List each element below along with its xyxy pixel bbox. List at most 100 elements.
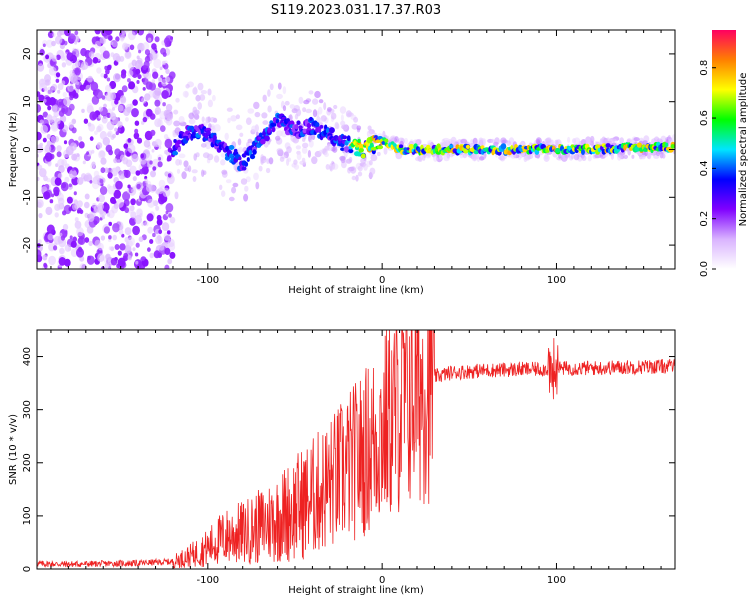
heatmap-cell: [158, 156, 162, 161]
heatmap-cell: [612, 137, 616, 142]
heatmap-cell: [78, 141, 85, 149]
heatmap-cell: [126, 30, 130, 33]
heatmap-cell: [376, 151, 381, 157]
heatmap-cell: [154, 189, 158, 194]
heatmap-cell: [369, 167, 376, 175]
heatmap-cell: [587, 155, 592, 162]
heatmap-cell: [151, 158, 160, 169]
heatmap-cell: [92, 57, 99, 64]
heatmap-cell: [98, 106, 104, 112]
heatmap-ridge-cell: [358, 148, 364, 153]
heatmap-cell: [124, 227, 132, 236]
colorbar-tick-label: 0.4: [699, 160, 710, 176]
heatmap-cell: [262, 120, 269, 125]
heatmap-cell: [134, 214, 142, 225]
heatmap-cell: [117, 250, 122, 256]
heatmap-cell: [558, 152, 562, 159]
heatmap-cell: [176, 168, 181, 174]
heatmap-cell: [107, 132, 112, 138]
heatmap-cell: [145, 72, 151, 80]
heatmap-cell: [76, 153, 80, 158]
heatmap-cell: [66, 52, 74, 61]
snr-series-line: [37, 330, 675, 569]
heatmap-cell: [311, 156, 318, 165]
heatmap-cell: [83, 118, 89, 124]
heatmap-cell: [107, 172, 113, 179]
heatmap-cell: [96, 67, 102, 74]
heatmap-cell: [206, 153, 214, 161]
heatmap-cell: [97, 253, 105, 262]
heatmap-ridge-cell: [172, 150, 179, 156]
heatmap-cell: [99, 150, 106, 158]
heatmap-ridge-cell: [264, 135, 270, 142]
heatmap-cell: [220, 152, 226, 158]
heatmap-cell: [56, 145, 62, 152]
heatmap-cell: [149, 252, 154, 259]
heatmap-cell: [39, 142, 43, 147]
heatmap-cell: [94, 130, 98, 136]
heatmap-cell: [149, 160, 153, 165]
heatmap-ridge-cell: [189, 125, 195, 130]
heatmap-cell: [207, 88, 212, 96]
heatmap-cell: [88, 51, 95, 59]
heatmap-cell: [63, 140, 68, 145]
heatmap-cell: [89, 180, 93, 184]
heatmap-cell: [46, 224, 55, 235]
colorbar-tick-label: 0.8: [699, 60, 710, 76]
heatmap-cell: [123, 143, 129, 149]
heatmap-cell: [282, 86, 287, 95]
heatmap-cell: [293, 164, 300, 170]
heatmap-cell: [267, 105, 272, 113]
heatmap-cell: [225, 179, 232, 184]
heatmap-cell: [161, 78, 168, 87]
heatmap-cell: [69, 142, 77, 151]
heatmap-cell: [160, 74, 164, 79]
heatmap-cell: [153, 250, 161, 259]
heatmap-ridge-cell: [319, 124, 324, 129]
heatmap-y-tick-label: -20: [22, 237, 33, 253]
heatmap-cell: [303, 99, 310, 105]
heatmap-cell: [134, 120, 140, 126]
heatmap-cell: [334, 121, 339, 129]
heatmap-ridge-cell: [636, 142, 643, 148]
heatmap-cell: [269, 83, 274, 91]
heatmap-cell: [67, 83, 75, 92]
heatmap-cell: [129, 165, 137, 175]
heatmap-cell: [366, 130, 373, 138]
heatmap-cell: [84, 193, 90, 200]
heatmap-cell: [45, 206, 53, 216]
heatmap-cell: [146, 184, 153, 193]
heatmap-cell: [282, 105, 287, 112]
heatmap-ridge-cell: [375, 139, 381, 143]
heatmap-cell: [154, 99, 161, 107]
heatmap-cell: [633, 137, 640, 142]
heatmap-cell: [108, 221, 112, 226]
heatmap-cell: [163, 134, 169, 140]
heatmap-cell: [316, 117, 323, 124]
heatmap-x-label: Height of straight line (km): [288, 285, 424, 296]
heatmap-cell: [68, 183, 72, 188]
colorbar-label: Normalized spectral amplitude: [738, 73, 749, 227]
heatmap-cell: [244, 185, 249, 192]
heatmap-cell: [74, 30, 79, 36]
heatmap-cell: [305, 108, 313, 114]
heatmap-cell: [500, 137, 507, 145]
heatmap-cell: [68, 169, 77, 179]
heatmap-cell: [43, 262, 47, 268]
heatmap-cell: [460, 139, 467, 144]
heatmap-y-tick-label: 0: [22, 146, 33, 152]
heatmap-cell: [165, 103, 173, 112]
heatmap-cell: [112, 223, 120, 233]
heatmap-cell: [357, 165, 363, 172]
heatmap-cell: [201, 116, 205, 123]
heatmap-cell: [150, 129, 156, 136]
heatmap-cell: [276, 148, 283, 154]
heatmap-ridge-cell: [260, 138, 266, 145]
heatmap-cell: [79, 209, 84, 215]
heatmap-cell: [554, 139, 559, 146]
heatmap-x-tick-label: 0: [379, 275, 385, 286]
heatmap-cell: [47, 233, 54, 241]
heatmap-cell: [74, 220, 82, 229]
heatmap-cell: [52, 33, 56, 37]
heatmap-cell: [146, 153, 153, 161]
